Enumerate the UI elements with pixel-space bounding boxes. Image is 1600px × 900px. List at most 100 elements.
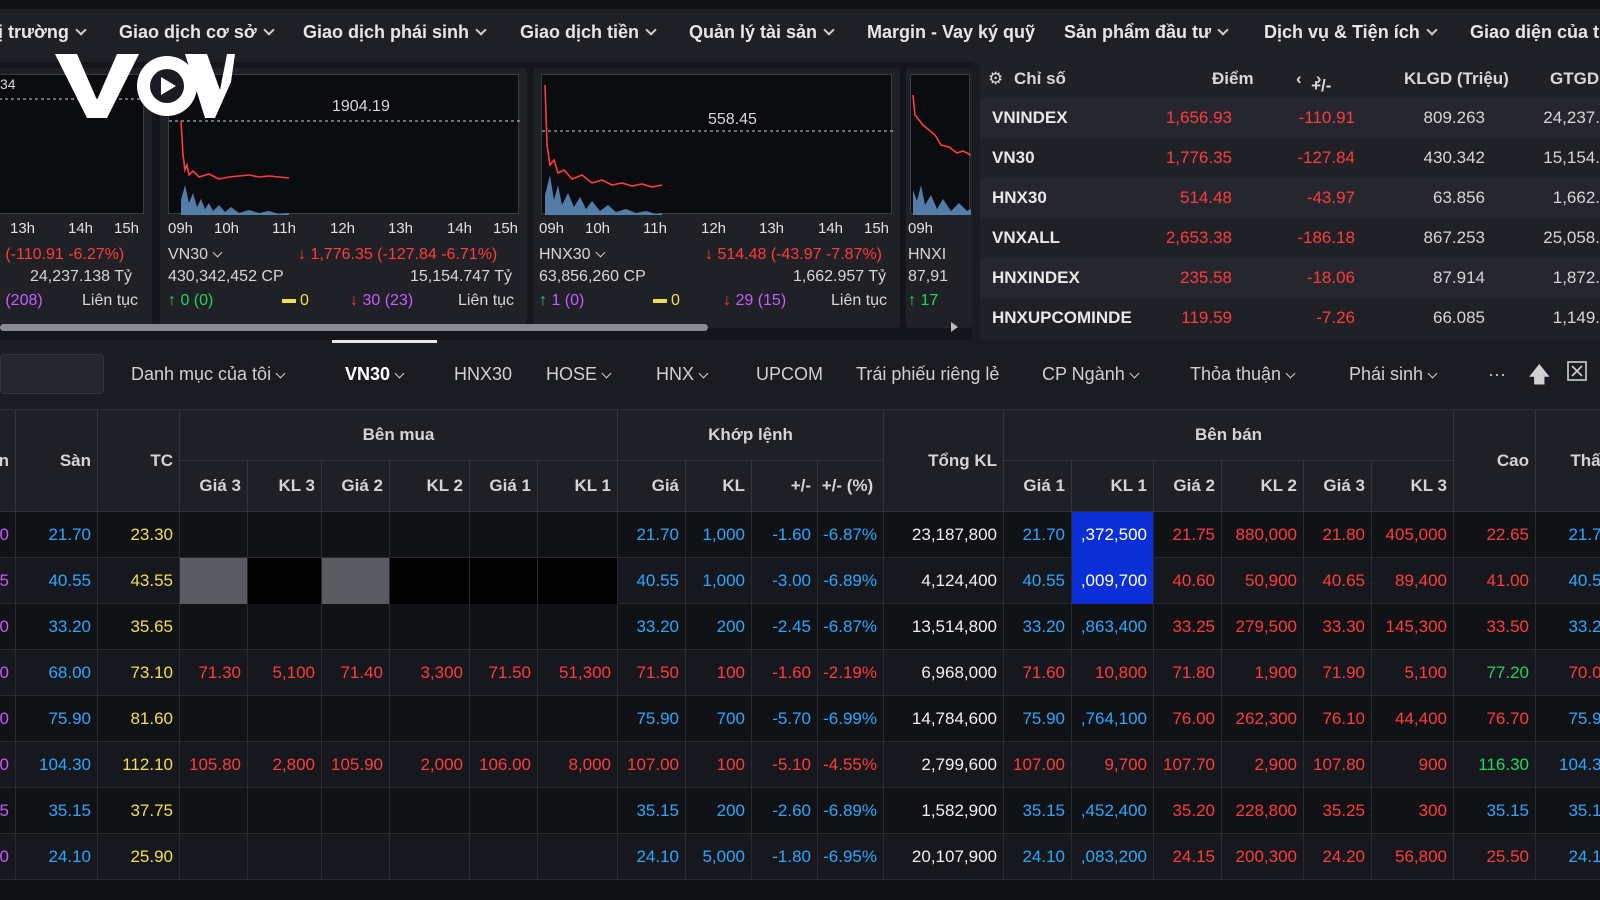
column-header-mp[interactable]: Giá bbox=[618, 461, 686, 512]
column-header-mc[interactable]: +/- bbox=[752, 461, 818, 512]
column-header-b1[interactable]: Giá 1 bbox=[470, 461, 538, 512]
change-header[interactable]: ‹ +/- › bbox=[1296, 69, 1332, 95]
tab-upcom[interactable]: UPCOM bbox=[756, 364, 823, 384]
chevron-down-icon bbox=[1285, 368, 1296, 379]
cell-ref: 37.75 bbox=[98, 788, 180, 834]
chevron-down-icon bbox=[212, 247, 223, 258]
more-tabs-button[interactable]: ··· bbox=[1488, 364, 1506, 384]
nav-services[interactable]: Dịch vụ & Tiện ích bbox=[1264, 22, 1438, 43]
index-name-dropdown[interactable]: HNX30 bbox=[539, 246, 606, 264]
nav-margin[interactable]: Margin - Vay ký quỹ bbox=[867, 22, 1036, 42]
tab-vn30[interactable]: VN30 bbox=[345, 364, 405, 385]
nav-interface[interactable]: Giao diện của t bbox=[1470, 22, 1600, 42]
table-row[interactable] bbox=[0, 834, 1600, 880]
column-header-b3[interactable]: Giá 3 bbox=[180, 461, 248, 512]
index-row[interactable]: HNXUPCOMINDE 119.59 -7.26 66.085 1,149. bbox=[992, 308, 1600, 327]
cell-bk3: 2,800 bbox=[248, 742, 322, 788]
column-header-sk3[interactable]: KL 3 bbox=[1372, 461, 1454, 512]
intraday-chart bbox=[168, 74, 520, 215]
cell-sk1: ,452,400 bbox=[1072, 788, 1154, 834]
column-header-b2[interactable]: Giá 2 bbox=[322, 461, 390, 512]
column-header-sk2[interactable]: KL 2 bbox=[1222, 461, 1304, 512]
tab-my-watchlist[interactable]: Danh mục của tôi bbox=[131, 364, 286, 385]
column-header-mk[interactable]: KL bbox=[686, 461, 752, 512]
table-row[interactable] bbox=[0, 650, 1600, 696]
index-panel-vnindex[interactable]: 34 13h 14h 15h 3 (-110.91 -6.27%) 24,237… bbox=[0, 68, 152, 328]
index-row[interactable]: HNX30 514.48 -43.97 63.856 1,662. bbox=[980, 178, 1600, 218]
index-row[interactable]: VNXALL 2,653.38 -186.18 867.253 25,058. bbox=[992, 228, 1600, 247]
index-panel-vn30[interactable]: 1904.19 09h 10h 11h 12h 13h 14h 15h VN30… bbox=[160, 68, 527, 328]
cell-b1 bbox=[470, 696, 538, 742]
tab-derivatives[interactable]: Phái sinh bbox=[1349, 364, 1438, 385]
column-header-floor[interactable]: Sàn bbox=[16, 410, 98, 512]
symbol-search-input[interactable] bbox=[0, 354, 104, 394]
cell-ref: 25.90 bbox=[98, 834, 180, 880]
index-name-dropdown[interactable]: HNXI bbox=[908, 246, 947, 263]
column-header-bk1[interactable]: KL 1 bbox=[538, 461, 618, 512]
nav-market[interactable]: ị trường bbox=[0, 22, 87, 43]
tab-hnx[interactable]: HNX bbox=[656, 364, 709, 385]
cell-ref: 43.55 bbox=[98, 558, 180, 604]
table-row[interactable] bbox=[0, 788, 1600, 834]
cell-s2: 35.20 bbox=[1154, 788, 1222, 834]
table-row[interactable] bbox=[0, 696, 1600, 742]
nav-derivatives[interactable]: Giao dịch phái sinh bbox=[303, 22, 487, 43]
time-axis-label: 15h bbox=[493, 220, 519, 237]
column-header-ref[interactable]: TC bbox=[98, 410, 180, 512]
index-panel-hnx30[interactable]: 558.45 09h 10h 11h 12h 13h 14h 15h HNX30… bbox=[533, 68, 900, 328]
cell-bk2 bbox=[390, 558, 470, 604]
tab-hose[interactable]: HOSE bbox=[546, 364, 612, 385]
cell-mc: -3.00 bbox=[752, 558, 818, 604]
table-row[interactable] bbox=[0, 604, 1600, 650]
cell-mp: 24.10 bbox=[618, 834, 686, 880]
index-panel-hnxindex[interactable]: 09h HNXI 87,91 ↑ 17 bbox=[906, 68, 972, 328]
cell-sk1: ,372,500 bbox=[1072, 512, 1154, 558]
cell-mp: 21.70 bbox=[618, 512, 686, 558]
arrow-up-icon[interactable]: 🡅 bbox=[1528, 362, 1551, 387]
index-name-dropdown[interactable]: VN30 bbox=[168, 246, 223, 264]
time-axis-label: 14h bbox=[818, 220, 844, 237]
tab-hnx30[interactable]: HNX30 bbox=[454, 364, 513, 384]
nav-assets[interactable]: Quản lý tài sản bbox=[689, 22, 835, 43]
nav-spot-trading[interactable]: Giao dịch cơ sở bbox=[119, 22, 275, 43]
index-row[interactable]: VNINDEX 1,656.93 -110.91 809.263 24,237. bbox=[980, 98, 1600, 138]
column-header-total[interactable]: Tổng KL bbox=[884, 410, 1004, 512]
cell-floor: 68.00 bbox=[16, 650, 98, 696]
nav-cash[interactable]: Giao dịch tiền bbox=[520, 22, 657, 43]
scrollbar-thumb[interactable] bbox=[0, 324, 708, 331]
index-row[interactable]: HNXINDEX 235.58 -18.06 87.914 1,872. bbox=[980, 258, 1600, 298]
cell-mk: 1,000 bbox=[686, 558, 752, 604]
cell-s3: 40.65 bbox=[1304, 558, 1372, 604]
chart-strip-scrollbar[interactable] bbox=[0, 322, 962, 332]
column-header-bk2[interactable]: KL 2 bbox=[390, 461, 470, 512]
column-header-s3[interactable]: Giá 3 bbox=[1304, 461, 1372, 512]
column-header-low[interactable]: Thấp bbox=[1536, 410, 1600, 512]
column-header-high[interactable]: Cao bbox=[1454, 410, 1536, 512]
column-header-mpct[interactable]: +/- (%) bbox=[818, 461, 884, 512]
tab-private-bonds[interactable]: Trái phiếu riêng lẻ bbox=[856, 364, 1000, 384]
cell-sk3: 900 bbox=[1372, 742, 1454, 788]
column-header-sk1[interactable]: KL 1 bbox=[1072, 461, 1154, 512]
chevron-down-icon bbox=[1427, 368, 1438, 379]
export-excel-icon[interactable] bbox=[1566, 360, 1588, 387]
nav-products[interactable]: Sản phẩm đầu tư bbox=[1064, 22, 1229, 43]
tab-negotiated[interactable]: Thỏa thuận bbox=[1190, 364, 1296, 385]
cell-mpct: -6.87% bbox=[818, 512, 884, 558]
tab-sector-stocks[interactable]: CP Ngành bbox=[1042, 364, 1140, 385]
index-row[interactable]: VN30 1,776.35 -127.84 430.342 15,154. bbox=[992, 148, 1600, 167]
table-row[interactable] bbox=[0, 512, 1600, 558]
cell-s2: 33.25 bbox=[1154, 604, 1222, 650]
cell-s1: 35.15 bbox=[1004, 788, 1072, 834]
cell-total: 1,582,900 bbox=[884, 788, 1004, 834]
cell-sk1: 10,800 bbox=[1072, 650, 1154, 696]
column-header-s1[interactable]: Giá 1 bbox=[1004, 461, 1072, 512]
cell-mc: -5.10 bbox=[752, 742, 818, 788]
column-header-bk3[interactable]: KL 3 bbox=[248, 461, 322, 512]
column-header-n[interactable]: n bbox=[0, 410, 16, 512]
table-row[interactable] bbox=[0, 742, 1600, 788]
column-header-s2[interactable]: Giá 2 bbox=[1154, 461, 1222, 512]
cell-bk2: 2,000 bbox=[390, 742, 470, 788]
scroll-right-icon[interactable] bbox=[951, 322, 958, 332]
cell-bk3 bbox=[248, 604, 322, 650]
settings-gear-icon[interactable]: ⚙ bbox=[988, 69, 1004, 88]
